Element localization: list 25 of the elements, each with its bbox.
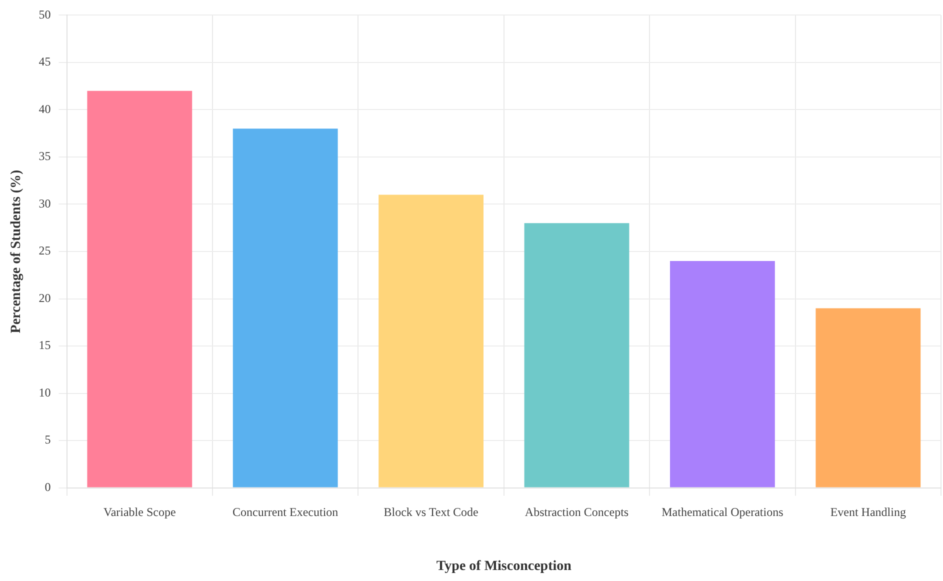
bar: [378, 194, 484, 488]
x-tick-label: Event Handling: [830, 505, 906, 520]
x-tick-label: Block vs Text Code: [384, 505, 478, 520]
x-tick-label: Concurrent Execution: [232, 505, 338, 520]
y-tick-label: 30: [38, 196, 51, 210]
y-tick-label: 40: [38, 102, 51, 116]
x-tick-label: Abstraction Concepts: [524, 505, 629, 520]
x-tick-label: Mathematical Operations: [662, 505, 784, 520]
bar: [670, 260, 775, 488]
y-tick-label: 20: [38, 290, 51, 305]
bar: [816, 308, 921, 488]
y-tick-label: 35: [38, 149, 51, 164]
y-tick-label: 50: [38, 7, 51, 22]
x-axis-title: Type of Misconception: [436, 559, 572, 574]
y-tick-label: 25: [38, 244, 51, 258]
y-tick-label: 5: [44, 432, 51, 447]
x-tick-label: Variable Scope: [103, 505, 176, 520]
bar: [524, 223, 630, 488]
y-tick-label: 10: [38, 385, 51, 400]
y-tick-label: 0: [44, 480, 51, 494]
bar: [87, 90, 192, 488]
y-axis-title: Percentage of Students (%): [9, 169, 24, 334]
y-tick-label: 45: [38, 54, 51, 69]
y-tick-label: 15: [38, 338, 51, 352]
bar: [232, 128, 338, 488]
